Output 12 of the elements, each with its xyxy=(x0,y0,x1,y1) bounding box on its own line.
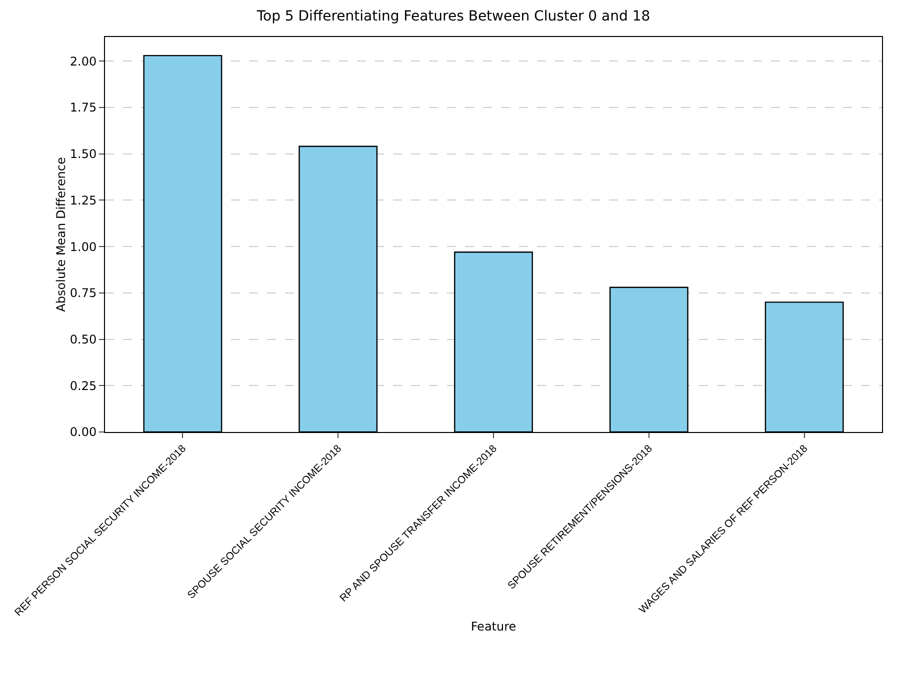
y-tick-label: 1.00 xyxy=(70,240,97,254)
chart-title: Top 5 Differentiating Features Between Cluster 0 and 18 xyxy=(256,8,650,24)
y-tick-label: 1.25 xyxy=(70,193,97,208)
y-tick-label: 0.75 xyxy=(70,286,97,300)
y-tick-label: 0.00 xyxy=(70,425,97,440)
y-tick-label: 0.25 xyxy=(70,378,97,393)
y-tick-label: 0.50 xyxy=(70,332,97,346)
y-tick-label: 1.75 xyxy=(70,100,97,115)
x-axis-title: Feature xyxy=(470,620,516,634)
y-tick-label: 2.00 xyxy=(70,54,97,68)
y-tick-label: 1.50 xyxy=(70,147,97,162)
y-axis-title: Absolute Mean Difference xyxy=(54,157,68,312)
